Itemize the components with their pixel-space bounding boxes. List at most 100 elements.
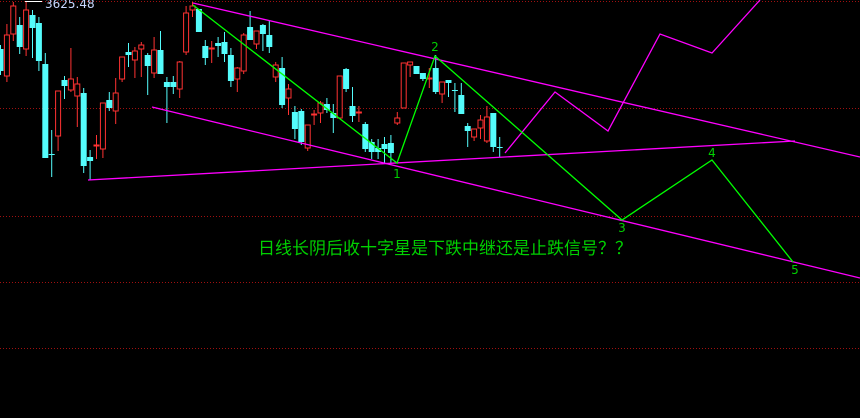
upper-channel-line bbox=[192, 2, 860, 158]
candle-down bbox=[445, 80, 452, 97]
candle-up bbox=[112, 78, 119, 124]
candle-body bbox=[195, 9, 202, 32]
support-line bbox=[87, 140, 796, 181]
candle-body bbox=[189, 5, 196, 11]
candle-down bbox=[42, 53, 49, 158]
candle-down bbox=[202, 40, 209, 65]
candle-down bbox=[29, 10, 36, 58]
candle-down bbox=[419, 73, 426, 81]
lower-channel-line bbox=[151, 106, 860, 279]
candle-body bbox=[483, 116, 490, 142]
candle-up bbox=[55, 90, 62, 151]
candle-up bbox=[311, 110, 318, 125]
wave-label-3: 3 bbox=[618, 221, 626, 235]
candle-down bbox=[279, 57, 286, 108]
candle-up bbox=[151, 37, 158, 78]
wave-label-5: 5 bbox=[791, 263, 799, 277]
candle-body bbox=[343, 69, 350, 89]
candle-up bbox=[176, 61, 183, 98]
grid-lines bbox=[0, 1, 860, 349]
candle-body bbox=[35, 23, 42, 61]
candle-down bbox=[144, 53, 151, 95]
candle-down bbox=[125, 43, 132, 67]
candle-down bbox=[490, 113, 497, 152]
candle-up bbox=[471, 128, 478, 141]
candle-up bbox=[23, 2, 30, 56]
candle-body bbox=[234, 67, 241, 80]
candle-body bbox=[285, 88, 292, 99]
candle-down bbox=[87, 150, 94, 180]
candle-up bbox=[355, 106, 362, 122]
candle-body bbox=[208, 47, 215, 50]
candle-body bbox=[221, 42, 228, 54]
candle-body bbox=[23, 9, 30, 50]
candle-down bbox=[413, 66, 420, 74]
candle-body bbox=[419, 73, 426, 79]
candle-body bbox=[304, 124, 311, 149]
candle-down bbox=[80, 88, 87, 173]
candle-down bbox=[195, 9, 202, 32]
candle-body bbox=[67, 78, 74, 91]
candle-down bbox=[227, 48, 234, 87]
candle-body bbox=[151, 49, 158, 74]
candle-down bbox=[106, 92, 113, 111]
candle-body bbox=[138, 44, 145, 50]
candle-body bbox=[93, 144, 100, 147]
candle-up bbox=[131, 47, 138, 78]
candle-down bbox=[381, 137, 388, 163]
candle-body bbox=[112, 92, 119, 112]
candle-up bbox=[477, 115, 484, 139]
candle-body bbox=[458, 95, 465, 114]
candle-up bbox=[10, 2, 17, 41]
wave-count-line bbox=[192, 4, 794, 263]
candle-up bbox=[208, 41, 215, 63]
candle-down bbox=[35, 17, 42, 71]
candle-body bbox=[253, 30, 260, 45]
candle-body bbox=[451, 90, 458, 91]
candles bbox=[0, 2, 503, 180]
candle-body bbox=[0, 49, 4, 71]
candle-up bbox=[119, 56, 126, 82]
candle-up bbox=[240, 33, 247, 74]
candle-down bbox=[170, 76, 177, 94]
wave-label-2: 2 bbox=[431, 40, 439, 54]
annotation-text: 日线长阴后收十字星是下跌中继还是止跌信号？？ bbox=[258, 239, 632, 259]
candle-body bbox=[80, 93, 87, 166]
wave-label-4: 4 bbox=[708, 146, 716, 160]
candle-body bbox=[496, 147, 503, 148]
candle-up bbox=[3, 24, 10, 82]
candle-body bbox=[445, 80, 452, 83]
candle-up bbox=[407, 61, 414, 77]
candle-body bbox=[29, 15, 36, 28]
candle-up bbox=[74, 77, 81, 127]
candle-body bbox=[183, 12, 190, 53]
candle-down bbox=[451, 83, 458, 112]
candle-body bbox=[61, 80, 68, 86]
candle-down bbox=[375, 139, 382, 159]
candle-down bbox=[291, 106, 298, 139]
candle-up bbox=[99, 102, 106, 158]
candle-up bbox=[285, 84, 292, 115]
candle-down bbox=[349, 87, 356, 122]
candle-body bbox=[266, 35, 273, 47]
candle-body bbox=[119, 56, 126, 80]
candle-body bbox=[291, 112, 298, 129]
candle-body bbox=[48, 154, 55, 155]
candle-up bbox=[483, 106, 490, 143]
candle-body bbox=[87, 157, 94, 161]
candle-body bbox=[336, 75, 343, 119]
candle-body bbox=[3, 34, 10, 77]
candle-down bbox=[266, 21, 273, 53]
candle-up bbox=[67, 48, 74, 92]
trend-annotations bbox=[87, 0, 860, 279]
candle-up bbox=[234, 67, 241, 92]
candle-body bbox=[163, 82, 170, 87]
candle-body bbox=[381, 144, 388, 149]
candle-down bbox=[163, 77, 170, 123]
candle-body bbox=[170, 82, 177, 87]
candle-up bbox=[138, 42, 145, 77]
candle-down bbox=[464, 123, 471, 147]
candle-body bbox=[16, 25, 23, 47]
candle-body bbox=[311, 113, 318, 116]
